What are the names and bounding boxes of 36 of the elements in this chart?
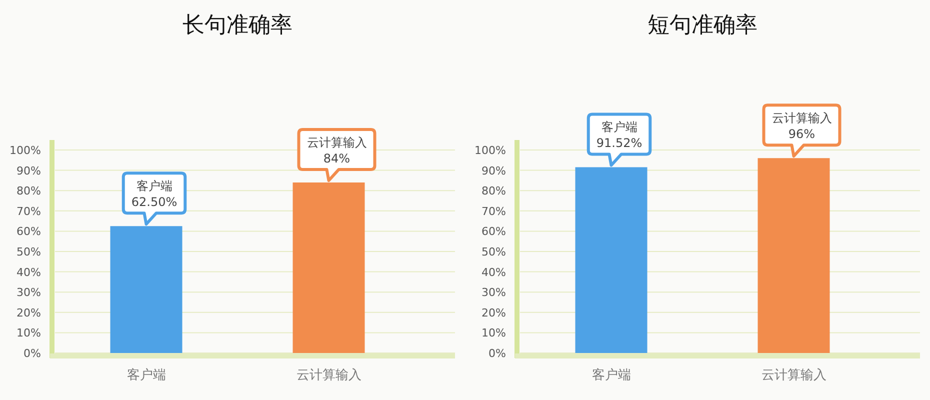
y-tick-label: 90% [482, 164, 506, 178]
data-label: 91.52% [596, 136, 642, 150]
y-tick-label: 80% [482, 184, 506, 198]
x-tick-label: 客户端 [126, 367, 166, 383]
data-label: 84% [323, 151, 350, 166]
data-label: 云计算输入 84% [297, 128, 376, 182]
y-tick-label: 40% [482, 266, 506, 279]
y-tick-label: 70% [482, 204, 506, 218]
y-tick-label: 10% [482, 326, 506, 340]
data-label: 62.50% [131, 195, 178, 210]
data-label: 96% [788, 127, 816, 142]
x-tick-label: 云计算输入 [296, 368, 362, 383]
y-tick-label: 40% [16, 266, 41, 279]
y-tick-label: 20% [482, 306, 506, 320]
chart-title: 长句准确率 [182, 13, 292, 38]
chart-title: 短句准确率 [648, 13, 758, 38]
y-tick-label: 90% [16, 164, 41, 178]
y-tick-label: 50% [16, 246, 41, 258]
data-label: 客户端 91.52% [586, 112, 652, 167]
y-tick-label: 70% [16, 204, 41, 218]
x-tick-label: 客户端 [592, 367, 631, 383]
y-tick-label: 0% [24, 347, 41, 360]
data-label: 客户端 62.50% [122, 172, 187, 226]
x-tick-label: 云计算输入 [761, 368, 826, 383]
y-tick-label: 60% [16, 225, 41, 238]
y-tick-label: 10% [16, 326, 41, 340]
y-tick-label: 30% [16, 286, 41, 300]
y-tick-label: 0% [488, 347, 506, 360]
y-tick-label: 20% [16, 306, 41, 320]
y-tick-label: 80% [16, 184, 41, 198]
y-tick-label: 100% [474, 144, 506, 157]
y-tick-label: 60% [482, 225, 506, 238]
y-tick-label: 30% [482, 286, 506, 300]
data-label: 云计算输入 96% [762, 104, 842, 158]
y-tick-label: 100% [10, 144, 41, 157]
y-tick-label: 50% [482, 246, 506, 258]
